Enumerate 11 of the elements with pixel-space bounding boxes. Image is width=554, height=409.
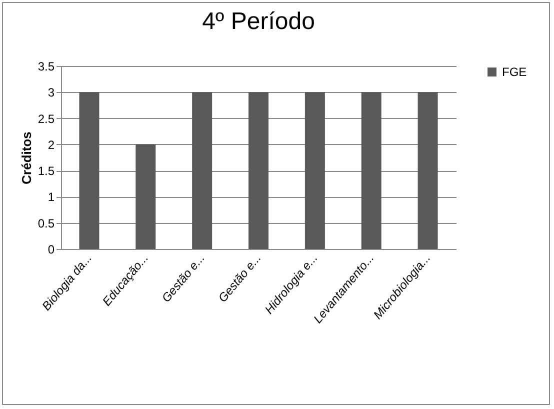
- y-tick-label: 2.5: [38, 112, 55, 126]
- y-tick-label: 1: [48, 190, 55, 204]
- y-tick-label: 2: [48, 138, 55, 152]
- legend-label: FGE: [502, 65, 527, 79]
- y-tick-label: 0.5: [38, 216, 55, 230]
- y-axis-title: Créditos: [18, 132, 34, 184]
- chart-title: 4º Período: [202, 8, 315, 35]
- y-tick-label: 0: [48, 242, 55, 256]
- y-tick-label: 3.5: [38, 60, 55, 74]
- y-tick-label: 3: [48, 86, 55, 100]
- y-tick-label: 1.5: [38, 164, 55, 178]
